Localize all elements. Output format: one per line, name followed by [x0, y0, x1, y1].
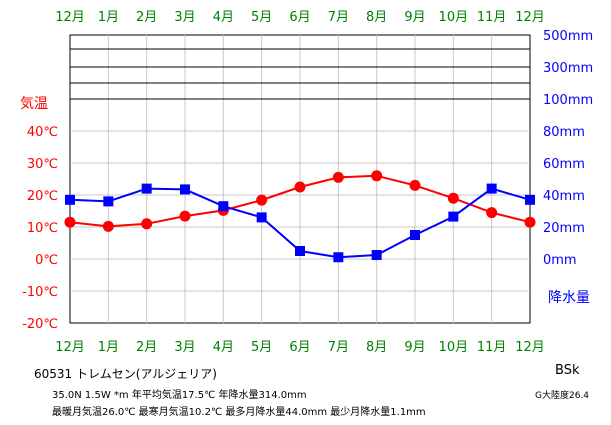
precipitation-tick-label: 20mm	[543, 221, 585, 236]
month-label-bottom: 8月	[366, 340, 387, 355]
precipitation-point	[410, 230, 420, 240]
temperature-point	[179, 210, 191, 222]
month-label-top: 7月	[328, 10, 349, 25]
station-name: 60531 トレムセン(アルジェリア)	[34, 367, 217, 381]
precipitation-tick-label: 60mm	[543, 157, 585, 172]
temperature-tick-label: 10℃	[27, 221, 58, 236]
month-label-bottom: 12月	[515, 340, 545, 355]
month-label-bottom: 2月	[136, 340, 157, 355]
month-label-bottom: 3月	[174, 340, 195, 355]
temperature-point	[64, 216, 76, 228]
chart-series	[64, 170, 536, 263]
precipitation-point	[448, 211, 459, 222]
month-label-top: 2月	[136, 10, 157, 25]
temperature-point	[294, 181, 306, 193]
precipitation-point	[486, 183, 497, 194]
temperature-point	[409, 179, 421, 191]
month-label-top: 12月	[55, 10, 85, 25]
month-label-bottom: 12月	[55, 340, 85, 355]
month-label-top: 1月	[98, 10, 119, 25]
month-label-top: 12月	[515, 10, 545, 25]
precipitation-point	[103, 196, 114, 207]
precipitation-point	[218, 201, 229, 212]
precipitation-tick-label: 80mm	[543, 125, 585, 140]
temperature-point	[371, 170, 383, 182]
month-label-top: 3月	[174, 10, 195, 25]
station-stats-line-2: 最暖月気温26.0℃ 最寒月気温10.2℃ 最多月降水量44.0mm 最少月降水…	[52, 407, 426, 418]
chart-grid	[69, 34, 531, 324]
temperature-point	[447, 192, 459, 204]
month-label-bottom: 6月	[289, 340, 310, 355]
month-label-bottom: 7月	[328, 340, 349, 355]
month-label-top: 4月	[213, 10, 234, 25]
precipitation-point	[256, 212, 267, 223]
month-label-top: 11月	[477, 10, 507, 25]
temperature-tick-label: -20℃	[22, 317, 58, 332]
precipitation-point	[371, 250, 382, 260]
temperature-tick-label: 0℃	[35, 253, 58, 268]
month-label-bottom: 4月	[213, 340, 234, 355]
temperature-point	[332, 171, 344, 183]
month-label-top: 10月	[439, 10, 469, 25]
precipitation-point	[65, 194, 75, 205]
temperature-tick-label: -10℃	[22, 285, 58, 300]
temperature-tick-label: 40℃	[27, 125, 58, 140]
precipitation-tick-label: 100mm	[543, 93, 593, 108]
temperature-point	[524, 216, 536, 228]
climate-chart: 12月 1月 2月 3月 4月 5月 6月 7月 8月 9月 10月 11月 12月 12月 1月 2月 3月 4…	[20, 10, 593, 355]
month-label-top: 9月	[404, 10, 425, 25]
chart-axes: 12月 1月 2月 3月 4月 5月 6月 7月 8月 9月 10月 11月 12月 12月 1月 2月 3月 4…	[20, 10, 593, 355]
precipitation-tick-label: 0mm	[543, 253, 577, 268]
temperature-tick-label: 20℃	[27, 189, 58, 204]
month-label-bottom: 11月	[477, 340, 507, 355]
station-stats-line-1: 35.0N 1.5W *m 年平均気温17.5℃ 年降水量314.0mm	[52, 390, 307, 401]
month-label-bottom: 5月	[251, 340, 272, 355]
precipitation-axis-title: 降水量	[548, 290, 590, 306]
temperature-point	[256, 194, 268, 206]
precipitation-tick-label: 500mm	[543, 29, 593, 44]
temperature-point	[486, 207, 498, 219]
month-label-bottom: 10月	[439, 340, 469, 355]
temperature-point	[141, 218, 153, 230]
precipitation-point	[333, 252, 344, 263]
month-label-top: 5月	[251, 10, 272, 25]
precipitation-point	[295, 246, 305, 256]
month-label-bottom: 1月	[98, 340, 119, 355]
precipitation-point	[525, 194, 535, 205]
precipitation-tick-label: 40mm	[543, 189, 585, 204]
precipitation-point	[141, 183, 152, 194]
continentality-index: G大陸度26.4	[535, 391, 590, 401]
climate-classification: BSk	[555, 363, 580, 378]
month-label-bottom: 9月	[404, 340, 425, 355]
precipitation-tick-label: 300mm	[543, 61, 593, 76]
temperature-tick-label: 30℃	[27, 157, 58, 172]
temperature-point	[102, 220, 114, 232]
month-label-top: 6月	[289, 10, 310, 25]
precipitation-point	[180, 184, 190, 195]
temperature-axis-title: 気温	[20, 96, 48, 112]
month-label-top: 8月	[366, 10, 387, 25]
